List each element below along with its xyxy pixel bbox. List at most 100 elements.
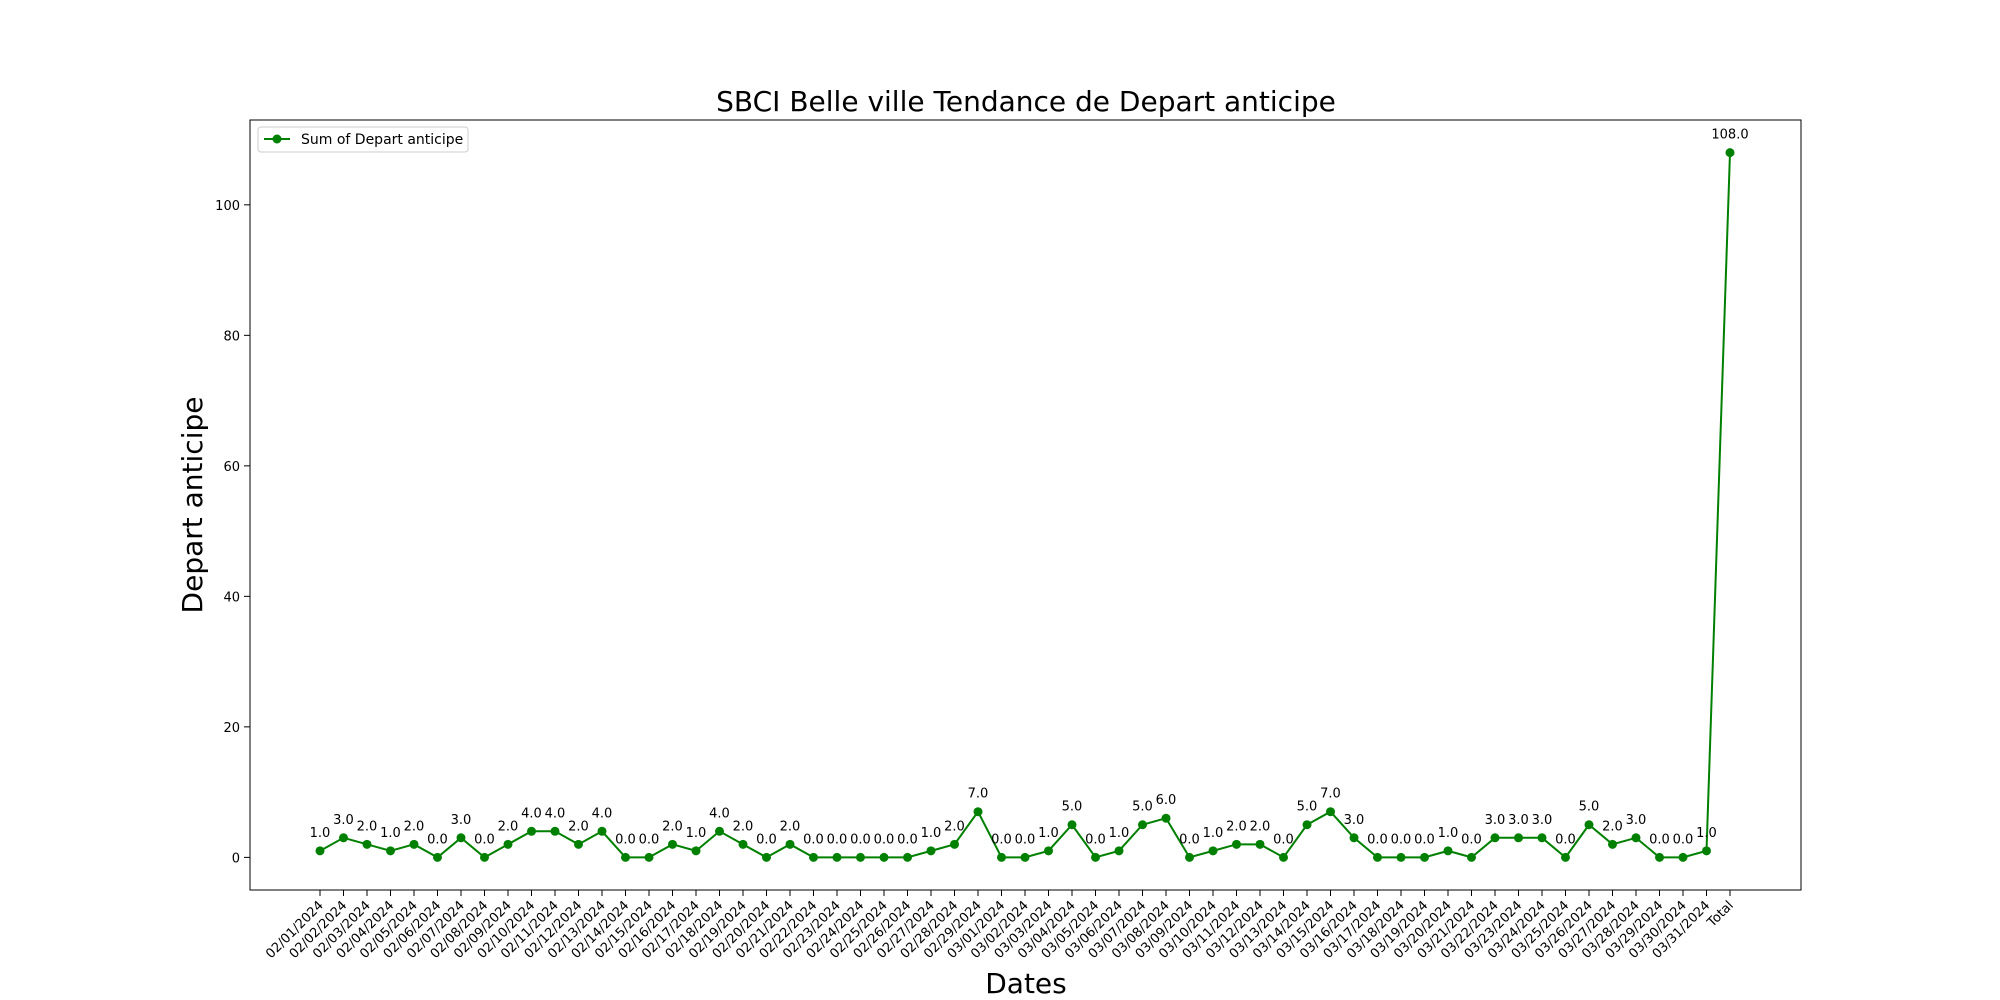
data-point [621,852,630,862]
data-point [762,852,771,862]
data-label: 2.0 [357,819,378,834]
data-label: 0.0 [1461,832,1482,847]
data-point [597,826,607,836]
data-point [668,839,677,849]
data-point [1255,839,1265,849]
data-label: 1.0 [1203,826,1224,841]
data-label: 6.0 [1156,793,1177,808]
data-label: 0.0 [803,832,824,847]
data-point [879,852,889,862]
data-point [1067,820,1077,830]
data-label: 2.0 [733,819,754,834]
data-point [1608,839,1617,849]
data-label: 1.0 [1438,826,1459,841]
data-label: 0.0 [1367,832,1388,847]
data-label: 3.0 [1344,813,1365,828]
data-label: 3.0 [1508,813,1529,828]
data-point [1232,839,1241,849]
data-label: 2.0 [568,819,589,834]
data-point [1161,813,1171,823]
data-label: 0.0 [1085,832,1106,847]
data-label: 0.0 [1015,832,1036,847]
data-point [1725,148,1735,158]
y-tick-label: 80 [223,329,240,344]
data-point [1396,852,1406,862]
data-label: 2.0 [944,819,965,834]
data-point [1114,846,1124,856]
data-point [550,826,560,836]
data-point [644,852,654,862]
y-axis-title: Depart anticipe [176,397,209,614]
data-labels: 1.03.0 2.0 1.0 2.00.03.00.02.04.0 4.02.04.00… [310,128,1749,848]
data-label: 1.0 [1038,826,1059,841]
data-point [832,852,842,862]
data-label: 1.0 [380,826,401,841]
data-point [1091,852,1100,862]
y-tick-label: 40 [223,590,240,605]
data-point [738,839,748,849]
data-label: 0.0 [827,832,848,847]
data-label: 1.0 [686,826,707,841]
data-point [997,852,1006,862]
data-label: 5.0 [1062,800,1083,815]
plot-area [249,119,1802,891]
data-label: 7.0 [1320,787,1341,802]
data-label: 5.0 [1297,800,1318,815]
data-label: 3.0 [451,813,472,828]
data-label: 0.0 [1391,832,1412,847]
data-label: 0.0 [756,832,777,847]
y-axis: 0 20 40 60 80 100 [215,199,250,866]
data-point [1302,820,1312,830]
data-label: 3.0 [333,813,354,828]
legend-box [257,126,469,153]
data-point [1044,846,1053,856]
data-point [1655,852,1664,862]
data-label: 4.0 [545,806,566,821]
data-point [1138,820,1147,830]
data-label: 2.0 [404,819,425,834]
data-point [856,852,865,862]
chart-title: SBCI Belle ville Tendance de Depart anti… [716,85,1336,118]
data-label: 5.0 [1132,800,1153,815]
data-point [1490,833,1500,843]
data-point [386,846,395,856]
data-point [433,852,442,862]
series-layer [315,148,1735,862]
data-label: 1.0 [1696,826,1717,841]
data-point [409,839,419,849]
data-label: 3.0 [1626,813,1647,828]
data-label: 0.0 [874,832,895,847]
data-point [1373,852,1382,862]
data-label: 0.0 [427,832,448,847]
data-point [527,826,536,836]
data-label: 2.0 [780,819,801,834]
data-point [1326,807,1335,817]
data-point [1349,833,1359,843]
x-axis-title: Dates [985,967,1067,1000]
data-point [1185,852,1194,862]
data-point [1420,852,1429,862]
data-label: 2.0 [498,819,519,834]
data-label: 0.0 [474,832,495,847]
data-label: 0.0 [897,832,918,847]
data-point [903,852,912,862]
y-tick-label: 60 [223,460,240,475]
data-label: 3.0 [1532,813,1553,828]
data-point [809,852,818,862]
data-point [503,839,513,849]
data-label: 7.0 [968,787,989,802]
y-tick-label: 0 [232,851,240,866]
data-label: 4.0 [709,806,730,821]
x-tick-label: Total [1704,898,1737,931]
data-label: 0.0 [1673,832,1694,847]
legend-label: Sum of Depart anticipe [301,132,463,148]
data-label: 0.0 [1273,832,1294,847]
y-tick-label: 100 [215,199,240,214]
data-label: 4.0 [592,806,613,821]
data-point [785,839,795,849]
data-label: 108.0 [1711,128,1748,143]
data-label: 0.0 [1179,832,1200,847]
data-label: 0.0 [1414,832,1435,847]
data-point [1537,833,1547,843]
